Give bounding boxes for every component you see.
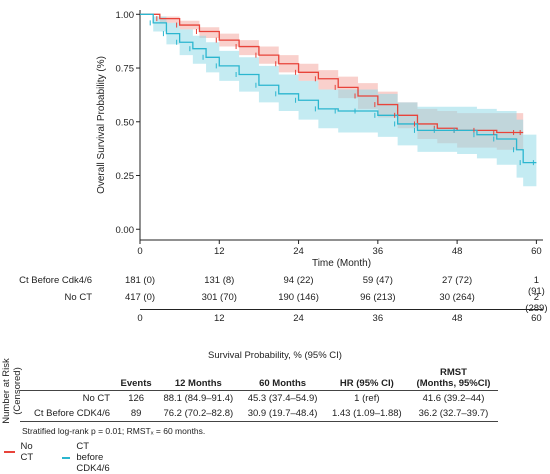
cell-hr: 1 (ref) xyxy=(354,393,380,404)
y-tick-label: 0.25 xyxy=(116,171,135,182)
row-name: No CT xyxy=(82,393,111,404)
x-tick-label: 12 xyxy=(214,246,225,257)
risk-cell: 301 (70) xyxy=(201,292,237,303)
survival-table: Events 12 Months 60 Months HR (95% CI) R… xyxy=(20,366,498,422)
rmst-header-line1: RMST xyxy=(440,367,467,378)
risk-cell: 131 (8) xyxy=(204,275,235,286)
col-header-events: Events xyxy=(116,366,157,391)
y-tick-label: 0.50 xyxy=(116,117,135,128)
risk-cell: 96 (213) xyxy=(360,292,396,303)
risk-time-label: 60 xyxy=(531,313,542,324)
y-tick-label: 0.00 xyxy=(116,225,135,236)
confidence-band-1 xyxy=(140,14,537,187)
legend-swatch xyxy=(4,447,15,457)
col-header-blank xyxy=(20,366,117,391)
y-tick-label: 1.00 xyxy=(116,10,135,21)
x-axis-label: Time (Month) xyxy=(312,258,371,269)
x-tick-label: 24 xyxy=(293,246,304,257)
y-axis-label: Overall Survival Probability (%) xyxy=(96,56,107,194)
footnote: Stratified log-rank p = 0.01; RMSTₓ = 60… xyxy=(22,426,206,436)
cell-60-months: 45.3 (37.4–54.9) xyxy=(247,393,318,404)
risk-label-line1: Number at Risk xyxy=(1,358,12,424)
risk-time-label: 12 xyxy=(213,313,225,324)
cell-events: 89 xyxy=(116,406,157,422)
cell-hr: 1.43 (1.09–1.88) xyxy=(324,406,409,422)
y-tick-label: 0.75 xyxy=(116,64,135,75)
table-caption: Survival Probability, % (95% CI) xyxy=(208,350,342,361)
cell-rmst: 36.2 (32.7–39.7) xyxy=(408,406,498,422)
table-row: Ct Before CDK4/6 89 76.2 (70.2–82.8) 30.… xyxy=(20,406,498,422)
col-header-rmst: RMST (Months, 95%CI) xyxy=(408,366,498,391)
risk-cell: 94 (22) xyxy=(283,275,314,286)
risk-row: No CT 417 (0) 301 (70) 190 (146) 96 (213) 30 … xyxy=(0,292,550,314)
risk-cell: 181 (0) xyxy=(124,275,156,286)
risk-row: Ct Before Cdk4/6 181 (0) 131 (8) 94 (22) 59 … xyxy=(0,275,550,297)
risk-time-label: 24 xyxy=(293,313,304,324)
confidence-bands xyxy=(140,14,537,187)
legend-item-ct-before-cdk46: CT before CDK4/6 xyxy=(62,441,117,474)
cell-12-months: 88.1 (84.9–91.4) xyxy=(163,393,234,404)
legend-label: No CT xyxy=(20,441,34,463)
risk-time-label: 0 xyxy=(137,313,143,324)
col-header-hr: HR (95% CI) xyxy=(324,366,409,391)
cell-12-months: 76.2 (70.2–82.8) xyxy=(156,406,241,422)
risk-row-name: No CT xyxy=(64,292,92,303)
risk-cell: 30 (264) xyxy=(439,292,475,303)
table-row: No CT 126 88.1 (84.9–91.4) 45.3 (37.4–54… xyxy=(20,391,498,407)
legend-label: CT before CDK4/6 xyxy=(76,441,110,474)
risk-time-label: 36 xyxy=(372,313,384,324)
risk-cell: 417 (0) xyxy=(124,292,156,303)
cell-60-months: 30.9 (19.7–48.4) xyxy=(240,406,325,422)
survival-plot: 0 12 24 36 48 60 0.00 0.25 0.50 0.75 1.00 Overall … xyxy=(96,10,543,269)
cell-rmst: 41.6 (39.2–44) xyxy=(422,393,485,404)
legend-swatch xyxy=(62,453,71,463)
risk-cell: 2 (289) xyxy=(525,292,547,314)
col-header-60-months: 60 Months xyxy=(240,366,325,391)
plot-axes: 0 12 24 36 48 60 0.00 0.25 0.50 0.75 1.00 xyxy=(116,10,543,257)
risk-cell: 190 (146) xyxy=(278,292,319,303)
rmst-header-line2: (Months, 95%CI) xyxy=(416,378,491,389)
col-header-12-months: 12 Months xyxy=(156,366,241,391)
censor-marks xyxy=(149,16,534,166)
x-tick-label: 0 xyxy=(137,246,142,257)
risk-time-label: 48 xyxy=(451,313,463,324)
survival-line-1 xyxy=(140,13,537,164)
risk-axis-line xyxy=(140,309,543,310)
x-tick-label: 48 xyxy=(452,246,463,257)
row-name: Ct Before CDK4/6 xyxy=(20,406,117,422)
risk-cell: 1 (91) xyxy=(527,275,545,297)
risk-cell: 59 (47) xyxy=(362,275,393,286)
x-tick-label: 60 xyxy=(531,246,542,257)
risk-row-name: Ct Before Cdk4/6 xyxy=(19,275,92,286)
cell-events: 126 xyxy=(128,393,145,404)
legend-item-no-ct: No CT xyxy=(4,441,39,463)
risk-time-axis: 0 12 24 36 48 60 xyxy=(0,309,550,329)
risk-cell: 27 (72) xyxy=(442,275,473,286)
x-tick-label: 36 xyxy=(373,246,384,257)
